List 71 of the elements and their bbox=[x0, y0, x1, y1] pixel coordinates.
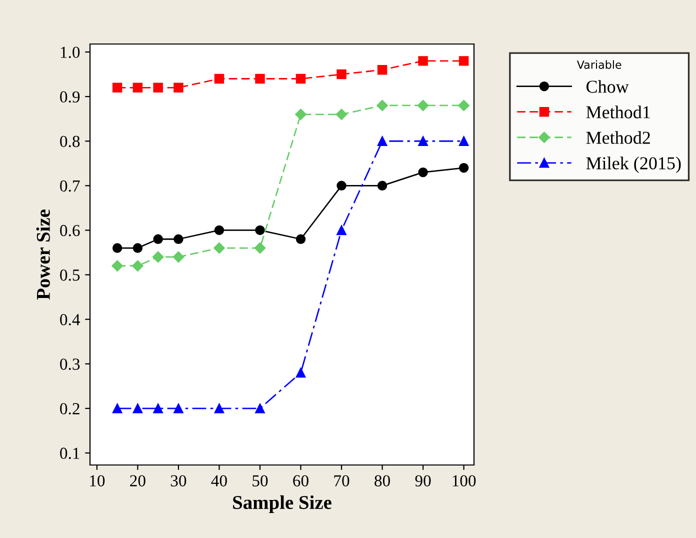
point bbox=[174, 82, 184, 93]
point bbox=[458, 100, 470, 112]
point bbox=[458, 136, 469, 146]
y-tick-label: 0.1 bbox=[60, 448, 80, 459]
point bbox=[295, 108, 306, 120]
point bbox=[458, 162, 469, 173]
point bbox=[153, 404, 163, 414]
point bbox=[296, 234, 306, 244]
y-tick-label: 0.8 bbox=[60, 136, 80, 148]
point bbox=[112, 404, 122, 414]
point bbox=[417, 100, 429, 112]
point bbox=[418, 167, 428, 178]
y-tick-label: 0.5 bbox=[60, 269, 80, 281]
point bbox=[377, 136, 388, 146]
point bbox=[255, 404, 265, 414]
point bbox=[174, 404, 184, 414]
point bbox=[214, 242, 225, 254]
y-tick-label: 0.4 bbox=[60, 314, 80, 326]
x-tick-label: 10 bbox=[90, 475, 105, 486]
point bbox=[172, 251, 184, 263]
y-tick-label: 0.3 bbox=[60, 358, 80, 370]
point bbox=[296, 74, 306, 84]
legend-label: Method2 bbox=[586, 131, 650, 144]
point bbox=[377, 180, 388, 191]
point bbox=[296, 368, 306, 378]
point bbox=[214, 404, 224, 414]
point bbox=[174, 234, 184, 244]
point bbox=[132, 243, 143, 253]
point bbox=[336, 180, 346, 191]
x-tick-label: 30 bbox=[170, 475, 186, 486]
x-tick-label: 80 bbox=[374, 475, 390, 486]
x-tick-label: 90 bbox=[415, 475, 431, 486]
point bbox=[418, 56, 428, 66]
point bbox=[255, 74, 265, 84]
point bbox=[214, 225, 224, 236]
x-tick-label: 60 bbox=[293, 475, 308, 486]
point bbox=[214, 74, 224, 84]
point bbox=[458, 56, 469, 66]
x-tick-label: 100 bbox=[452, 475, 476, 486]
y-tick-label: 0.2 bbox=[60, 403, 80, 414]
y-tick-label: 0.6 bbox=[60, 224, 80, 236]
y-tick-label: 0.7 bbox=[60, 180, 80, 192]
legend-label: Method1 bbox=[586, 106, 650, 118]
x-tick-label: 20 bbox=[130, 475, 146, 486]
point bbox=[418, 136, 428, 146]
point bbox=[377, 64, 388, 75]
legend-label: Chow bbox=[586, 80, 629, 93]
x-tick-label: 50 bbox=[252, 475, 268, 486]
point bbox=[112, 82, 122, 93]
x-tick-label: 40 bbox=[211, 475, 227, 486]
x-axis-title: Sample Size bbox=[233, 495, 332, 514]
point bbox=[376, 100, 388, 112]
legend-title: Variable bbox=[576, 60, 622, 69]
point bbox=[336, 108, 348, 120]
y-axis-title: Power Size bbox=[36, 210, 50, 300]
point bbox=[132, 82, 143, 93]
y-tick-label: 0.9 bbox=[60, 91, 80, 103]
point bbox=[254, 242, 266, 254]
point bbox=[152, 251, 164, 263]
point bbox=[336, 225, 346, 236]
x-tick-label: 70 bbox=[334, 475, 350, 486]
y-tick-label: 1.0 bbox=[60, 46, 80, 58]
point bbox=[112, 260, 123, 272]
point bbox=[336, 69, 346, 80]
point bbox=[255, 225, 265, 236]
point bbox=[132, 260, 144, 272]
point bbox=[132, 404, 143, 414]
legend-label: Milek (2015) bbox=[586, 156, 681, 174]
point bbox=[153, 234, 163, 244]
point bbox=[153, 82, 163, 93]
point bbox=[112, 243, 122, 253]
